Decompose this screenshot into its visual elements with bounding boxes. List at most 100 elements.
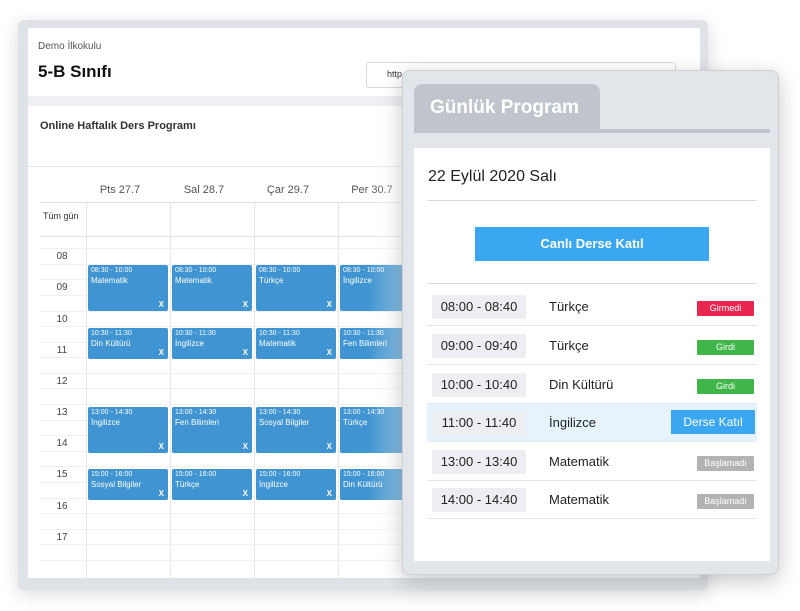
hour-label: 08 [56, 251, 68, 262]
event-time: 15:00 - 16:00 [259, 471, 301, 478]
remove-event-button[interactable]: X [242, 442, 248, 451]
remove-event-button[interactable]: X [326, 489, 332, 498]
remove-event-button[interactable]: X [242, 348, 248, 357]
calendar-event[interactable]: 08:30 - 10:00 Türkçe X [256, 265, 336, 311]
event-time: 13:00 - 14:30 [259, 409, 301, 416]
event-subject: Türkçe [259, 276, 284, 285]
event-time: 10:30 - 11:30 [343, 330, 384, 337]
join-lesson-button[interactable]: Derse Katıl [671, 410, 755, 434]
grid-line [86, 203, 87, 578]
status-badge: Girmedi [697, 301, 754, 316]
calendar-event[interactable]: 13:00 - 14:30 İngilizce X [88, 407, 168, 453]
grid-line [338, 203, 339, 578]
calendar-event[interactable]: 13:00 - 14:30 Fen Bilimleri X [172, 407, 252, 453]
lesson-row: 14:00 - 14:40 Matematik Başlamadı [427, 481, 757, 519]
lesson-time: 13:00 - 13:40 [432, 450, 526, 474]
calendar-event[interactable]: 15:00 - 16:00 Sosyal Bilgiler X [88, 469, 168, 500]
day-header[interactable]: Pts 27.7 [99, 184, 141, 196]
event-subject: Türkçe [343, 418, 368, 427]
grid-line [254, 203, 255, 578]
divider [427, 283, 757, 284]
hour-label: 09 [56, 282, 68, 293]
event-time: 08:30 - 10:00 [175, 267, 217, 274]
calendar-event[interactable]: 10:30 - 11:30 İngilizce X [172, 328, 252, 359]
event-subject: İngilizce [259, 480, 288, 489]
remove-event-button[interactable]: X [326, 442, 332, 451]
event-time: 13:00 - 14:30 [91, 409, 133, 416]
event-subject: İngilizce [175, 339, 204, 348]
event-time: 10:30 - 11:30 [175, 330, 216, 337]
all-day-label: Tüm gün [43, 211, 79, 221]
event-time: 08:30 - 10:00 [91, 267, 133, 274]
class-name: 5-B Sınıfı [38, 62, 112, 81]
lesson-subject: Din Kültürü [549, 377, 614, 392]
day-header[interactable]: Sal 28.7 [183, 184, 225, 196]
lesson-time: 10:00 - 10:40 [432, 373, 526, 397]
event-time: 13:00 - 14:30 [343, 409, 385, 416]
day-header[interactable]: Çar 29.7 [266, 184, 310, 196]
status-badge: Başlamadı [697, 494, 754, 509]
event-subject: İngilizce [343, 276, 372, 285]
hour-label: 16 [56, 501, 68, 512]
lesson-row: 09:00 - 09:40 Türkçe Girdi [427, 327, 757, 365]
event-subject: Fen Bilimleri [343, 339, 388, 348]
remove-event-button[interactable]: X [326, 300, 332, 309]
daily-program-panel: 22 Eylül 2020 Salı Canlı Derse Katıl 08:… [414, 148, 770, 561]
remove-event-button[interactable]: X [158, 348, 164, 357]
event-subject: Din Kültürü [343, 480, 383, 489]
remove-event-button[interactable]: X [158, 442, 164, 451]
calendar-event[interactable]: 10:30 - 11:30 Matematik X [256, 328, 336, 359]
event-time: 10:30 - 11:30 [91, 330, 132, 337]
hour-label: 17 [56, 532, 68, 543]
hour-label: 12 [56, 376, 68, 387]
remove-event-button[interactable]: X [242, 489, 248, 498]
event-time: 15:00 - 16:00 [91, 471, 133, 478]
remove-event-button[interactable]: X [158, 489, 164, 498]
lesson-time: 14:00 - 14:40 [432, 488, 526, 512]
remove-event-button[interactable]: X [158, 300, 164, 309]
calendar-event[interactable]: 15:00 - 16:00 Türkçe X [172, 469, 252, 500]
school-name: Demo İlkokulu [38, 41, 102, 52]
tab-daily-program[interactable]: Günlük Program [414, 84, 600, 130]
event-subject: Matematik [175, 276, 212, 285]
event-time: 15:00 - 16:00 [175, 471, 217, 478]
lesson-time: 09:00 - 09:40 [432, 334, 526, 358]
event-time: 13:00 - 14:30 [175, 409, 217, 416]
divider [28, 166, 700, 167]
grid-line [170, 203, 171, 578]
lesson-subject: Matematik [549, 492, 609, 507]
calendar-event[interactable]: 08:30 - 10:00 Matematik X [88, 265, 168, 311]
event-subject: Sosyal Bilgiler [259, 418, 310, 427]
event-subject: Matematik [91, 276, 128, 285]
calendar-event[interactable]: 15:00 - 16:00 İngilizce X [256, 469, 336, 500]
event-time: 10:30 - 11:30 [259, 330, 300, 337]
event-subject: Matematik [259, 339, 296, 348]
hour-label: 10 [56, 314, 68, 325]
remove-event-button[interactable]: X [326, 348, 332, 357]
calendar-event[interactable]: 10:30 - 11:30 Din Kültürü X [88, 328, 168, 359]
event-time: 08:30 - 10:00 [343, 267, 385, 274]
hour-label: 15 [56, 469, 68, 480]
hour-label: 11 [56, 345, 68, 356]
event-time: 15:00 - 16:00 [343, 471, 385, 478]
lesson-row-active: 11:00 - 11:40 İngilizce Derse Katıl [427, 404, 757, 442]
lesson-time: 11:00 - 11:40 [432, 411, 526, 435]
calendar-event[interactable]: 08:30 - 10:00 Matematik X [172, 265, 252, 311]
calendar-event[interactable]: 13:00 - 14:30 Sosyal Bilgiler X [256, 407, 336, 453]
card-title: Online Haftalık Ders Programı [40, 120, 196, 132]
lesson-subject: Türkçe [549, 299, 589, 314]
event-subject: İngilizce [91, 418, 120, 427]
hour-label: 13 [56, 407, 68, 418]
hour-label: 14 [56, 438, 68, 449]
join-live-class-button[interactable]: Canlı Derse Katıl [475, 227, 709, 261]
divider [427, 200, 757, 201]
program-date: 22 Eylül 2020 Salı [428, 168, 557, 185]
event-subject: Din Kültürü [91, 339, 131, 348]
tab-underline [414, 129, 770, 133]
lesson-row: 13:00 - 13:40 Matematik Başlamadı [427, 443, 757, 481]
lesson-subject: Türkçe [549, 338, 589, 353]
url-text: http [387, 69, 403, 79]
remove-event-button[interactable]: X [242, 300, 248, 309]
event-subject: Sosyal Bilgiler [91, 480, 142, 489]
event-time: 08:30 - 10:00 [259, 267, 301, 274]
